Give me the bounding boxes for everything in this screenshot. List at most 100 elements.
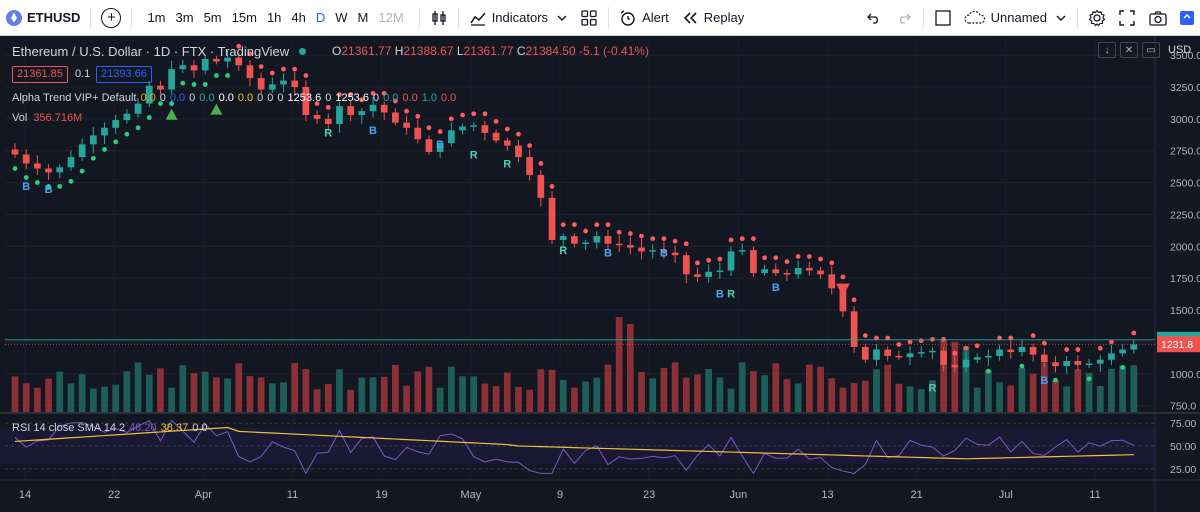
maximize-pane-button[interactable]: ▭ [1142,42,1160,58]
volume-bar [1018,367,1026,412]
chart-type-button[interactable] [424,0,454,36]
interval-4h[interactable]: 4h [291,10,306,25]
candle-body [470,125,478,127]
trend-dot [46,184,51,189]
interval-1h[interactable]: 1h [266,10,282,25]
candle-body [705,271,713,277]
price-tick-label: 2000.0 [1170,241,1200,253]
candle-body [280,80,287,85]
trend-dot [784,259,790,264]
volume-bar [526,389,534,412]
buy-price-box[interactable]: 21393.66 [96,66,152,83]
interval-d[interactable]: D [315,10,326,25]
pane-controls: ↓ ✕ ▭ [1098,42,1160,58]
templates-button[interactable] [574,0,604,36]
candle-body [1119,349,1126,354]
trend-dot [113,139,119,145]
price-tick-label: 3250.0 [1170,82,1200,94]
interval-3m[interactable]: 3m [175,10,194,25]
trend-dot [102,147,107,152]
trend-dot [57,184,63,189]
rsi-line [14,419,1135,475]
collapse-pane-button[interactable]: ✕ [1120,42,1138,58]
trend-dot [337,92,342,98]
candle-body [626,245,634,248]
redo-button[interactable] [889,0,919,36]
volume-bar [492,386,500,412]
fullscreen-layout-button[interactable] [928,0,958,36]
snapshot-button[interactable] [1142,0,1174,36]
trend-dot [493,118,499,124]
volume-bar [548,369,556,412]
interval-5m[interactable]: 5m [203,10,222,25]
volume-bar [168,387,175,412]
compare-symbol-button[interactable]: + [95,0,127,36]
candle-body [67,157,75,168]
volume-bar [850,382,858,412]
volume-bar [682,377,690,412]
candle-body [604,236,612,244]
candle-body [884,349,892,356]
trend-dot [90,155,96,161]
trend-dot [1041,340,1047,346]
signal-label: R [559,245,567,257]
sell-price-box[interactable]: 21361.85 [12,66,68,83]
replay-button[interactable]: Replay [675,0,750,36]
layout-name-button[interactable]: Unnamed [958,0,1073,36]
trend-dot [818,256,823,262]
candle-body [447,130,455,144]
chart-canvas[interactable]: BBTRBBRRRBBBRBRB 3500.03250.03000.02750.… [0,36,1200,512]
rsi-legend[interactable]: RSI 14 close SMA 14 2 48.20 38.37 0 0 [12,422,207,434]
signal-label: T [202,36,209,38]
volume-legend[interactable]: Vol 356.716M [12,112,82,124]
rsi-tick-label: 75.00 [1170,418,1196,430]
candle-body [347,106,354,116]
indicators-button[interactable]: Indicators [463,0,574,36]
publish-button[interactable] [1174,0,1200,36]
volume-bar [89,388,97,412]
alarm-clock-icon [620,9,635,26]
candle-body [694,274,701,277]
interval-1m[interactable]: 1m [147,10,166,25]
move-pane-down-button[interactable]: ↓ [1098,42,1116,58]
trend-dot [672,238,678,244]
currency-label[interactable]: USD [1168,44,1192,56]
fullscreen-button[interactable] [1112,0,1142,36]
alert-button[interactable]: Alert [613,0,675,36]
symbol-legend[interactable]: Ethereum / U.S. Dollar · 1D · FTX · Trad… [12,44,314,59]
candle-body [45,168,52,173]
candle-body [783,273,791,275]
candle-body [582,242,589,244]
indicator-value: 0 [325,92,332,104]
indicator-legend[interactable]: Alpha Trend VIP+ Default 0.0 0 0.0 0 0.0 0.0 0.… [12,92,464,104]
indicator-value: 0 [159,92,166,104]
candle-body [268,84,276,90]
volume-bar [917,389,925,412]
trend-dot [325,104,331,110]
candle-body [1074,361,1082,365]
candle-body [302,86,310,116]
chart-area[interactable]: BBTRBBRRRBBBRBRB 3500.03250.03000.02750.… [0,36,1200,512]
interval-m[interactable]: M [357,10,369,25]
interval-15m[interactable]: 15m [231,10,257,25]
price-tick-label: 750.0 [1170,401,1196,413]
candle-body [839,288,847,312]
settings-button[interactable] [1082,0,1112,36]
interval-w[interactable]: W [335,10,348,25]
trend-dot [952,350,958,356]
volume-bar [929,380,936,412]
trend-dot [717,256,723,262]
undo-button[interactable] [859,0,889,36]
candle-body [336,106,343,124]
price-tick-label: 1500.0 [1170,305,1200,317]
layout-name: Unnamed [990,10,1047,25]
trend-dot [202,82,208,87]
candle-body [414,127,422,140]
indicator-value: 0 [257,92,264,104]
interval-12m[interactable]: 12M [378,10,404,25]
symbol-search-button[interactable]: ETHUSD [0,0,86,36]
square-icon [934,9,951,26]
candle-body [112,120,120,128]
date-tick-label: Jun [729,489,747,501]
indicator-value: 1253.6 [335,92,369,104]
